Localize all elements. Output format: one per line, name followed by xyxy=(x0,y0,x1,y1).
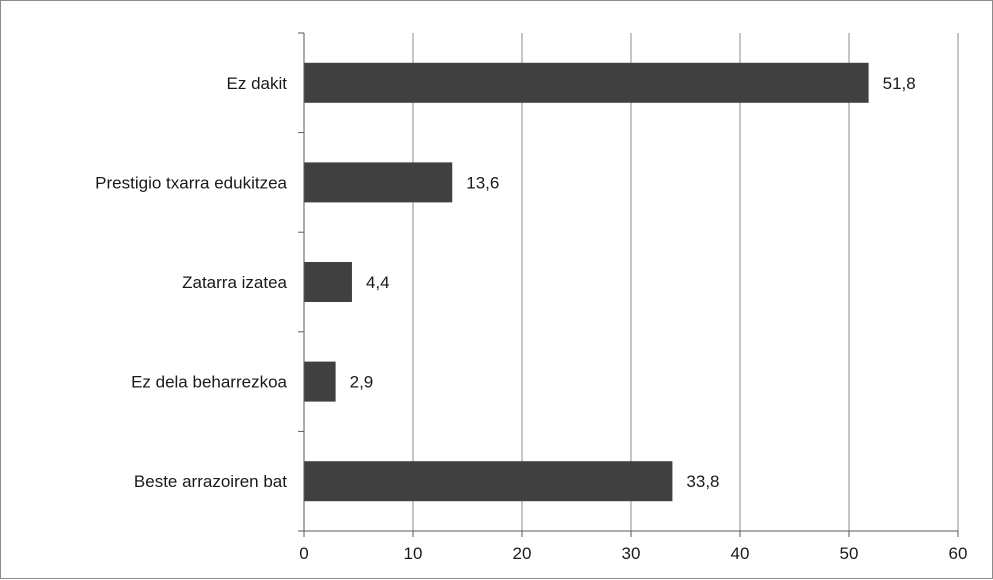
value-label-0: 51,8 xyxy=(883,74,916,93)
category-label-1: Prestigio txarra edukitzea xyxy=(95,173,287,192)
labels: Ez dakit 51,8 Prestigio txarra edukitzea 13… xyxy=(95,74,967,563)
axes xyxy=(298,32,959,537)
x-tick-label-0: 0 xyxy=(299,544,308,563)
x-tick-label-6: 60 xyxy=(949,544,968,563)
x-tick-label-2: 20 xyxy=(513,544,532,563)
value-label-3: 2,9 xyxy=(350,373,374,392)
category-label-0: Ez dakit xyxy=(227,74,288,93)
bar-0 xyxy=(304,62,869,103)
x-tick-label-4: 40 xyxy=(731,544,750,563)
category-label-3: Ez dela beharrezkoa xyxy=(131,373,287,392)
value-label-1: 13,6 xyxy=(466,173,499,192)
grid-lines xyxy=(412,33,959,531)
value-label-2: 4,4 xyxy=(366,273,390,292)
value-label-4: 33,8 xyxy=(686,472,719,491)
category-label-2: Zatarra izatea xyxy=(182,273,287,292)
x-tick-label-3: 30 xyxy=(622,544,641,563)
x-tick-label-1: 10 xyxy=(404,544,423,563)
bar-3 xyxy=(304,361,336,402)
bars xyxy=(304,62,869,502)
x-tick-label-5: 50 xyxy=(840,544,859,563)
bar-1 xyxy=(304,162,453,203)
bar-4 xyxy=(304,461,673,502)
category-label-4: Beste arrazoiren bat xyxy=(134,472,287,491)
bar-2 xyxy=(304,262,352,302)
